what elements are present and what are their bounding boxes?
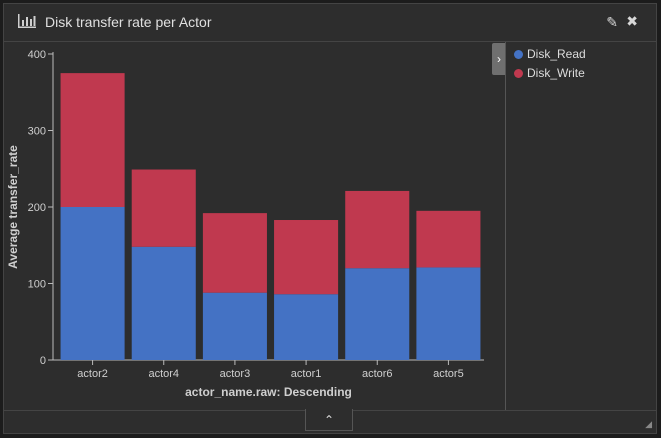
bar-disk-read xyxy=(131,246,196,360)
legend-item-disk-write[interactable]: Disk_Write xyxy=(514,66,585,80)
bar-disk-write xyxy=(131,169,196,247)
y-tick-label: 0 xyxy=(40,355,46,367)
legend: Disk_Read Disk_Write xyxy=(505,42,657,410)
legend-item-disk-read[interactable]: Disk_Read xyxy=(514,47,586,61)
bar-disk-read xyxy=(60,207,125,360)
y-tick-label: 300 xyxy=(28,126,46,138)
bar-disk-write xyxy=(60,73,125,207)
legend-dot xyxy=(514,69,523,78)
legend-label: Disk_Write xyxy=(527,66,585,80)
x-tick-label: actor1 xyxy=(291,368,322,380)
x-axis-title: actor_name.raw: Descending xyxy=(185,385,352,399)
x-tick-label: actor3 xyxy=(220,368,251,380)
legend-dot xyxy=(514,50,523,59)
x-tick-label: actor2 xyxy=(77,368,108,380)
bar-chart-icon xyxy=(18,14,36,28)
close-icon[interactable]: ✖ xyxy=(626,13,638,29)
bar-disk-read xyxy=(274,294,339,360)
bar-disk-write xyxy=(416,210,481,268)
bar-disk-write xyxy=(202,213,267,293)
visualization-panel: Disk transfer rate per Actor ✎ ✖ 0 100 200… xyxy=(3,3,657,434)
bar-disk-read xyxy=(202,292,267,360)
panel-title: Disk transfer rate per Actor xyxy=(45,14,212,30)
pencil-icon[interactable]: ✎ xyxy=(606,14,618,30)
chart-area: 0 100 200 300 400 actor2 actor4 actor3 actor1 act… xyxy=(6,49,484,399)
chevron-right-icon[interactable]: › xyxy=(492,43,506,75)
y-tick-label: 400 xyxy=(28,49,46,61)
bar-disk-write xyxy=(274,220,339,295)
x-tick-label: actor5 xyxy=(433,368,464,380)
legend-label: Disk_Read xyxy=(527,47,586,61)
y-tick-label: 100 xyxy=(28,279,46,291)
chevron-up-icon[interactable]: ⌃ xyxy=(305,409,353,431)
y-axis-title: Average transfer_rate xyxy=(6,145,20,269)
x-tick-label: actor4 xyxy=(148,368,179,380)
bar-disk-write xyxy=(345,190,410,269)
y-tick-label: 200 xyxy=(28,202,46,214)
bar-disk-read xyxy=(345,268,410,360)
x-tick-label: actor6 xyxy=(362,368,393,380)
panel-header: Disk transfer rate per Actor ✎ ✖ xyxy=(4,4,656,42)
bar-disk-read xyxy=(416,267,481,360)
resize-handle-icon[interactable]: ◢ xyxy=(645,419,652,429)
